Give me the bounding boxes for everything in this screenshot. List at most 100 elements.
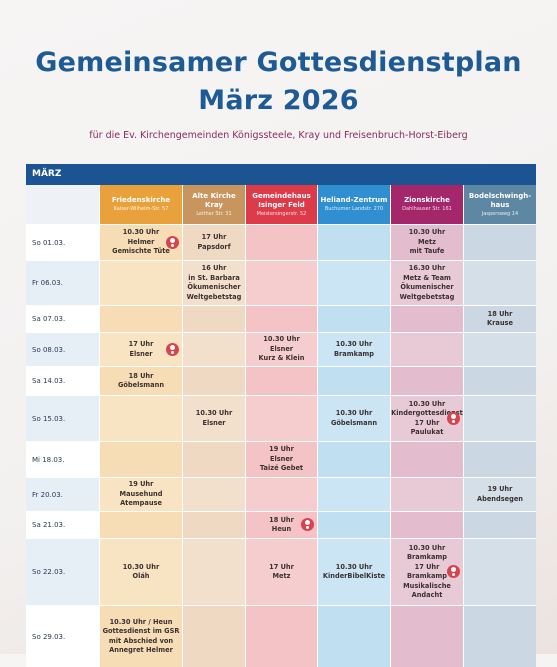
church-name: Alte Kirche Kray [192, 191, 236, 209]
title-line: Gemeinsamer Gottesdienstplan [35, 47, 522, 78]
service-cell [182, 511, 245, 538]
service-cell [463, 366, 536, 395]
service-cell [463, 224, 536, 260]
service-cell [390, 366, 463, 395]
church-address: Jaspersweg 14 [481, 210, 519, 217]
service-line: Metz [417, 237, 437, 246]
service-cell: 18 Uhr Heun [245, 511, 317, 538]
special-icon [447, 411, 460, 425]
service-cell [317, 260, 390, 305]
service-cell [182, 538, 245, 605]
church-name: Zionskirche [404, 196, 450, 204]
column-header: Friedenskirche Kaiser-Wilhelm-Str. 57 [99, 185, 182, 224]
service-cell: 18 Uhr Krause [463, 305, 536, 332]
service-line: Abendsegen [477, 494, 523, 503]
service-line: 10.30 Uhr [408, 543, 446, 552]
service-line: 10.30 Uhr / Heun [109, 617, 173, 626]
service-line: 18 Uhr [128, 371, 154, 380]
subtitle: für die Ev. Kirchengemeinden Königssteel… [89, 130, 468, 141]
service-cell: 10.30 Uhr Oláh [99, 538, 182, 605]
service-line: Gemischte Tüte [112, 247, 170, 256]
service-line: in St. Barbara [188, 273, 240, 282]
corner-cell [26, 185, 99, 224]
service-line: Bramkamp [406, 572, 448, 580]
date-cell: Sa 21.03. [26, 511, 99, 538]
service-line: Bramkamp [406, 553, 448, 561]
service-cell [463, 395, 536, 441]
service-line: Paulukat [410, 428, 444, 436]
service-cell [99, 305, 182, 332]
service-cell: 10.30 Uhr Bramkamp [317, 332, 390, 366]
service-line: 17 Uhr [414, 418, 440, 427]
date-cell: Fr 20.03. [26, 477, 99, 511]
service-cell: 10.30 Uhr KinderBibelKiste [317, 538, 390, 605]
service-line: 18 Uhr [487, 309, 513, 318]
column-header: Heliand-Zentrum Buchumer Landstr. 270 [317, 185, 390, 224]
service-cell: 19 Uhr Abendsegen [463, 477, 536, 511]
service-cell: 18 Uhr Göbelsmann [99, 366, 182, 395]
service-line: 10.30 Uhr [335, 340, 373, 348]
service-line: mit Abschied von [108, 636, 174, 645]
service-cell [99, 260, 182, 305]
service-cell: 17 Uhr Metz [245, 538, 317, 605]
date-cell: Mi 18.03. [26, 441, 99, 477]
service-cell [182, 477, 245, 511]
service-cell [317, 224, 390, 260]
church-address: Buchumer Landstr. 270 [324, 206, 384, 212]
service-cell [390, 511, 463, 538]
service-line: 19 Uhr [128, 480, 154, 489]
service-line: Ökumenischer [187, 283, 241, 291]
church-address: Meistersingerstr. 52 [256, 210, 307, 217]
service-cell [390, 305, 463, 332]
date-cell: Fr 06.03. [26, 260, 99, 305]
service-line: Atempause [120, 499, 162, 508]
service-line: 19 Uhr [487, 485, 513, 493]
date-cell: So 01.03. [26, 224, 99, 260]
service-cell [317, 605, 390, 667]
service-line: 17 Uhr [201, 233, 227, 241]
service-cell [463, 260, 536, 305]
service-line: Andacht [411, 591, 443, 599]
service-line: 10.30 Uhr [335, 409, 373, 417]
service-line: 10.30 Uhr [335, 562, 373, 571]
service-cell [390, 441, 463, 477]
service-cell [245, 395, 317, 441]
service-line: Weltgebetstag [186, 292, 242, 301]
service-cell: 10.30 Uhr Helmer Gemischte Tüte [99, 224, 182, 260]
schedule-table: MÄRZ Friedenskirche Kaiser-Wilhelm-Str. 5… [26, 164, 536, 667]
service-cell [182, 305, 245, 332]
service-cell [182, 366, 245, 395]
date-cell: So 08.03. [26, 332, 99, 366]
service-cell: 17 Uhr Papsdorf [182, 224, 245, 260]
service-line: Weltgebetstag [399, 292, 455, 301]
service-line: Krause [487, 319, 513, 327]
column-header: Alte Kirche Kray Leither Str. 31 [182, 185, 245, 224]
service-cell: 10.30 Uhr Metz mit Taufe [390, 224, 463, 260]
service-line: 16.30 Uhr [408, 264, 446, 272]
service-cell [99, 511, 182, 538]
church-name: Friedenskirche [111, 196, 171, 204]
date-cell: Sa 14.03. [26, 366, 99, 395]
month-header: MÄRZ [26, 164, 536, 185]
service-line: Göbelsmann [117, 381, 165, 389]
date-cell: Sa 07.03. [26, 305, 99, 332]
service-cell [245, 605, 317, 667]
service-cell [463, 511, 536, 538]
service-cell [182, 441, 245, 477]
service-cell: 19 Uhr Elsner Taizé Gebet [245, 441, 317, 477]
schedule-grid: Friedenskirche Kaiser-Wilhelm-Str. 57 Alte… [26, 185, 536, 667]
service-cell [182, 605, 245, 667]
service-line: Mausehund [119, 489, 163, 498]
service-line: 10.30 Uhr [408, 399, 446, 408]
service-line: 17 Uhr [128, 340, 154, 348]
service-line: Taizé Gebet [259, 464, 304, 473]
service-line: Bramkamp [333, 349, 375, 358]
service-cell: 10.30 Uhr Kindergottesdienst 17 Uhr Pauluka… [390, 395, 463, 441]
service-cell [317, 477, 390, 511]
service-line: 16 Uhr [201, 264, 227, 272]
service-cell: 10.30 Uhr Elsner [182, 395, 245, 441]
service-cell: 19 Uhr Mausehund Atempause [99, 477, 182, 511]
service-line: 10.30 Uhr [408, 228, 446, 237]
service-cell [245, 366, 317, 395]
